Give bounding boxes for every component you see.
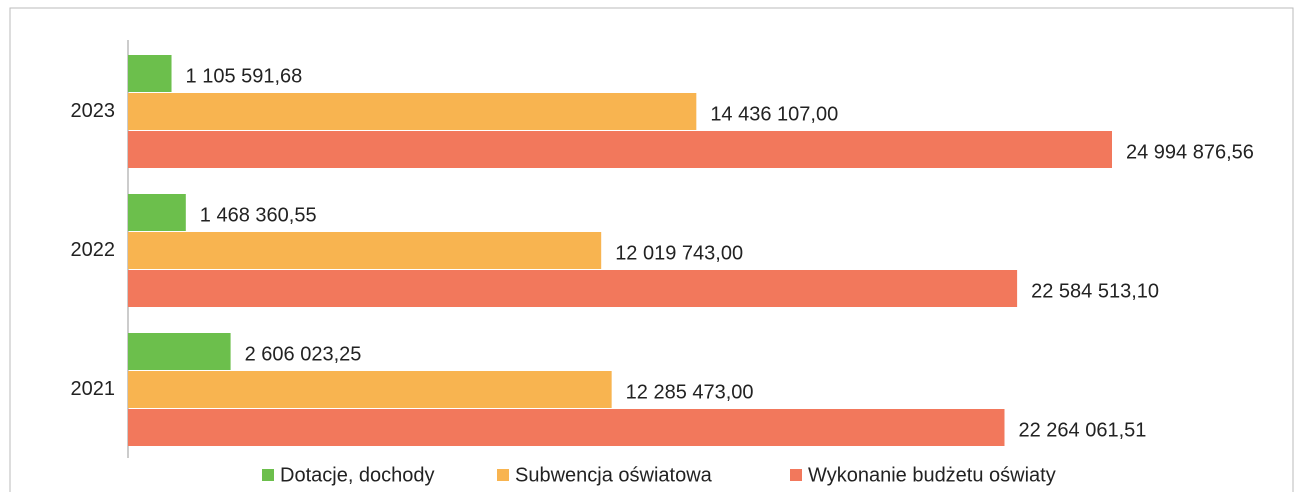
legend-swatch bbox=[262, 469, 274, 481]
data-label: 2 606 023,25 bbox=[245, 343, 362, 365]
bar bbox=[128, 371, 612, 408]
data-label: 12 019 743,00 bbox=[615, 242, 743, 264]
y-tick-label: 2021 bbox=[71, 378, 116, 400]
legend-swatch bbox=[790, 469, 802, 481]
data-label: 12 285 473,00 bbox=[626, 381, 754, 403]
bar bbox=[128, 194, 186, 231]
legend-swatch bbox=[497, 469, 509, 481]
legend-label: Wykonanie budżetu oświaty bbox=[808, 464, 1056, 486]
legend-label: Subwencja oświatowa bbox=[515, 464, 713, 486]
chart-frame bbox=[9, 7, 1294, 492]
data-label: 22 264 061,51 bbox=[1018, 419, 1146, 441]
bar bbox=[128, 131, 1112, 168]
data-label: 24 994 876,56 bbox=[1126, 141, 1254, 163]
y-tick-label: 2023 bbox=[71, 100, 116, 122]
bar bbox=[128, 55, 172, 92]
data-label: 1 105 591,68 bbox=[186, 65, 303, 87]
bar bbox=[128, 409, 1005, 446]
data-label: 1 468 360,55 bbox=[200, 204, 317, 226]
bar bbox=[128, 270, 1018, 307]
data-label: 22 584 513,10 bbox=[1031, 280, 1159, 302]
bar bbox=[128, 93, 697, 130]
bar bbox=[128, 232, 602, 269]
legend-label: Dotacje, dochody bbox=[280, 464, 435, 486]
bar bbox=[128, 333, 231, 370]
data-label: 14 436 107,00 bbox=[710, 103, 838, 125]
y-tick-label: 2022 bbox=[71, 239, 116, 261]
